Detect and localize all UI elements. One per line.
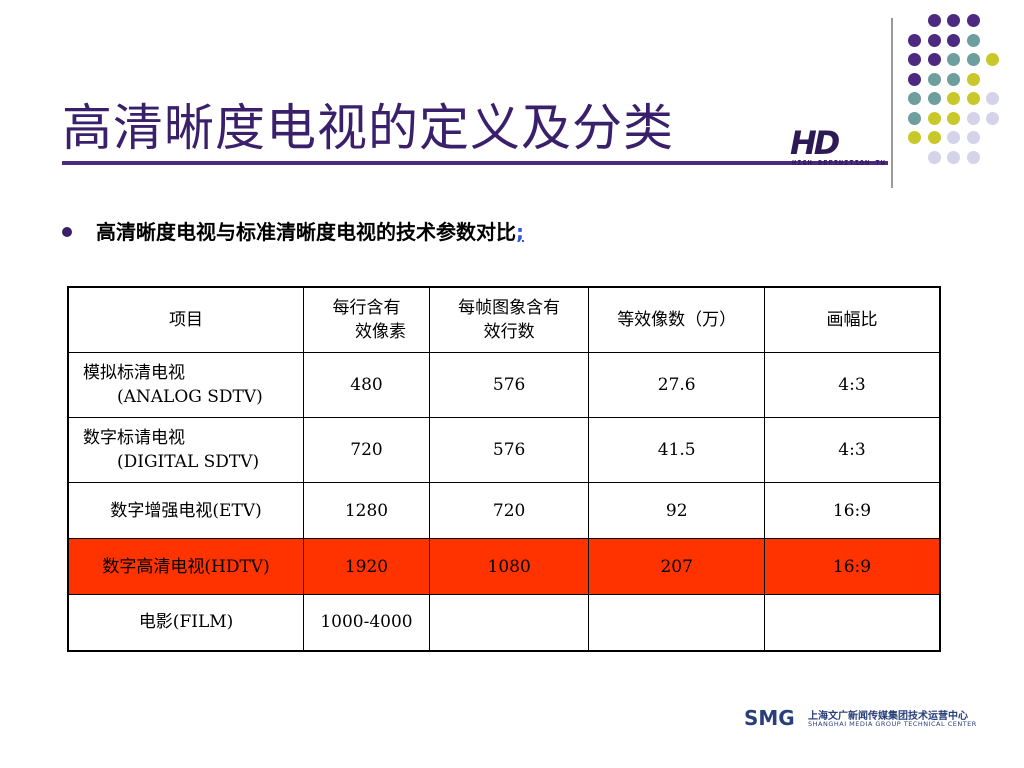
decorative-dot — [986, 53, 999, 66]
row-name-line: (DIGITAL SDTV) — [117, 452, 260, 472]
decorative-dot — [947, 53, 960, 66]
smg-logo: SMG 上海文广新闻传媒集团技术运营中心 SHANGHAI MEDIA GROU… — [744, 706, 994, 730]
decorative-dot — [927, 131, 941, 144]
decorative-dot — [966, 14, 980, 27]
table-row: 模拟标清电视 (ANALOG SDTV) 480 576 27.6 4:3 — [67, 352, 941, 418]
table-cell: 1080 — [428, 538, 590, 595]
row-name-cell: 模拟标清电视 (ANALOG SDTV) — [67, 352, 305, 418]
table-cell: 4:3 — [763, 352, 941, 418]
table-row-highlighted: 数字高清电视(HDTV) 1920 1080 207 16:9 — [67, 538, 941, 595]
row-name-line: 模拟标清电视 — [83, 363, 185, 383]
header-line: 每帧图象含有 — [458, 298, 561, 318]
table-row: 电影(FILM) 1000-4000 — [67, 594, 941, 651]
smg-logo-en: SHANGHAI MEDIA GROUP TECHNICAL CENTER — [808, 720, 977, 728]
header-cell: 画幅比 — [763, 286, 941, 353]
decorative-dot — [927, 14, 941, 27]
row-name-cell: 数字高清电视(HDTV) — [67, 538, 305, 595]
table-cell: 1280 — [303, 482, 430, 539]
header-line: 效像素 — [354, 322, 406, 342]
decorative-dot — [908, 131, 921, 144]
decorative-dot — [966, 33, 980, 47]
smg-logo-cn: 上海文广新闻传媒集团技术运营中心 — [808, 711, 968, 722]
table-cell: 480 — [303, 352, 430, 418]
decorative-dot — [927, 111, 941, 125]
table-cell: 41.5 — [588, 417, 765, 483]
table-cell — [428, 594, 590, 651]
decorative-dot — [947, 14, 960, 27]
row-name-line: (ANALOG SDTV) — [117, 387, 263, 407]
decorative-dot — [927, 53, 941, 66]
row-name-cell: 数字增强电视(ETV) — [67, 482, 305, 539]
decorative-dot — [947, 131, 960, 144]
decorative-dot — [908, 92, 921, 105]
decorative-dot — [927, 33, 941, 47]
row-name-cell: 电影(FILM) — [67, 594, 305, 651]
decorative-dot — [986, 92, 999, 105]
row-name-cell: 数字标请电视 (DIGITAL SDTV) — [67, 417, 305, 483]
table-cell: 207 — [588, 538, 765, 595]
header-cell: 每行含有效像素 — [303, 286, 430, 353]
hd-logo-mark: HD — [790, 124, 840, 162]
hd-logo-caption: HIGH DEFINITION TV — [792, 159, 886, 167]
title-underline — [62, 161, 888, 165]
smg-logo-mark: SMG — [744, 706, 795, 730]
table-cell: 27.6 — [588, 352, 765, 418]
table-cell: 1920 — [303, 538, 430, 595]
spec-comparison-table: 项目 每行含有效像素 每帧图象含有 效行数 等效像数（万） 画幅比 模拟标清电视 (… — [67, 286, 941, 652]
table-cell: 720 — [303, 417, 430, 483]
decorative-dot — [986, 111, 999, 125]
decorative-dot-grid — [908, 14, 1018, 164]
decorative-dot — [966, 131, 980, 144]
decorative-dot — [947, 72, 960, 86]
bullet-link[interactable]: ; — [516, 220, 524, 244]
bullet-point: 高清晰度电视与标准清晰度电视的技术参数对比; — [62, 216, 524, 245]
table-row: 数字标请电视 (DIGITAL SDTV) 720 576 41.5 4:3 — [67, 417, 941, 483]
decorative-dot — [927, 150, 941, 164]
decorative-dot — [908, 33, 921, 47]
table-cell: 16:9 — [763, 538, 941, 595]
decorative-dot — [908, 72, 921, 86]
header-cell: 每帧图象含有 效行数 — [428, 286, 590, 353]
table-row: 数字增强电视(ETV) 1280 720 92 16:9 — [67, 482, 941, 539]
header-cell: 项目 — [67, 286, 305, 353]
table-header-row: 项目 每行含有效像素 每帧图象含有 效行数 等效像数（万） 画幅比 — [67, 286, 941, 353]
table-cell — [763, 594, 941, 651]
table-cell — [588, 594, 765, 651]
decorative-dot — [966, 72, 980, 86]
table-cell: 1000-4000 — [303, 594, 430, 651]
decorative-dot — [908, 111, 921, 125]
decorative-dot — [947, 111, 960, 125]
bullet-text: 高清晰度电视与标准清晰度电视的技术参数对比 — [96, 220, 516, 244]
decorative-dot — [947, 92, 960, 105]
decorative-dot — [947, 33, 960, 47]
decorative-dot — [927, 92, 941, 105]
header-line: 效行数 — [483, 322, 535, 342]
hd-logo: HD HIGH DEFINITION TV — [790, 126, 888, 170]
decorative-dot — [966, 53, 980, 66]
decorative-dot — [908, 53, 921, 66]
decorative-dot — [947, 150, 960, 164]
decorative-dot — [927, 72, 941, 86]
bullet-icon — [62, 226, 72, 237]
decorative-dot — [966, 111, 980, 125]
slide-title: 高清晰度电视的定义及分类 — [62, 99, 674, 157]
table-cell: 576 — [428, 417, 590, 483]
table-cell: 92 — [588, 482, 765, 539]
vertical-divider — [891, 18, 893, 188]
header-line: 每行含有 — [332, 298, 401, 318]
decorative-dot — [966, 150, 980, 164]
row-name-line: 数字标请电视 — [83, 428, 185, 448]
table-cell: 576 — [428, 352, 590, 418]
decorative-dot — [966, 92, 980, 105]
table-cell: 720 — [428, 482, 590, 539]
table-cell: 4:3 — [763, 417, 941, 483]
header-cell: 等效像数（万） — [588, 286, 765, 353]
table-cell: 16:9 — [763, 482, 941, 539]
